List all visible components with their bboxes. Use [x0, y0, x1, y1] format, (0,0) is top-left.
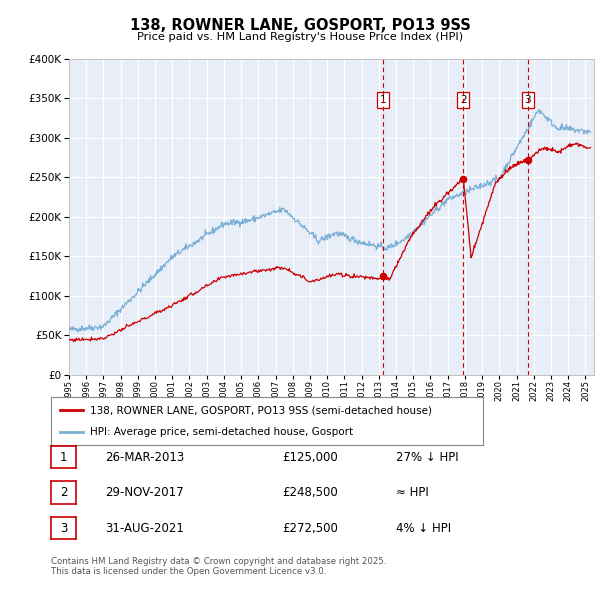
- Text: £272,500: £272,500: [282, 522, 338, 535]
- Text: 3: 3: [60, 522, 67, 535]
- Text: 1: 1: [60, 451, 67, 464]
- Text: 26-MAR-2013: 26-MAR-2013: [105, 451, 184, 464]
- Text: ≈ HPI: ≈ HPI: [396, 486, 429, 499]
- Text: 3: 3: [524, 95, 531, 105]
- Text: 138, ROWNER LANE, GOSPORT, PO13 9SS (semi-detached house): 138, ROWNER LANE, GOSPORT, PO13 9SS (sem…: [90, 405, 432, 415]
- Text: 1: 1: [379, 95, 386, 105]
- Text: 4% ↓ HPI: 4% ↓ HPI: [396, 522, 451, 535]
- Text: £125,000: £125,000: [282, 451, 338, 464]
- Text: Contains HM Land Registry data © Crown copyright and database right 2025.: Contains HM Land Registry data © Crown c…: [51, 557, 386, 566]
- Text: 138, ROWNER LANE, GOSPORT, PO13 9SS: 138, ROWNER LANE, GOSPORT, PO13 9SS: [130, 18, 470, 33]
- Text: 29-NOV-2017: 29-NOV-2017: [105, 486, 184, 499]
- Text: 2: 2: [460, 95, 467, 105]
- Text: 27% ↓ HPI: 27% ↓ HPI: [396, 451, 458, 464]
- Text: This data is licensed under the Open Government Licence v3.0.: This data is licensed under the Open Gov…: [51, 566, 326, 576]
- Text: 2: 2: [60, 486, 67, 499]
- Text: Price paid vs. HM Land Registry's House Price Index (HPI): Price paid vs. HM Land Registry's House …: [137, 32, 463, 41]
- Text: £248,500: £248,500: [282, 486, 338, 499]
- Text: 31-AUG-2021: 31-AUG-2021: [105, 522, 184, 535]
- Text: HPI: Average price, semi-detached house, Gosport: HPI: Average price, semi-detached house,…: [90, 427, 353, 437]
